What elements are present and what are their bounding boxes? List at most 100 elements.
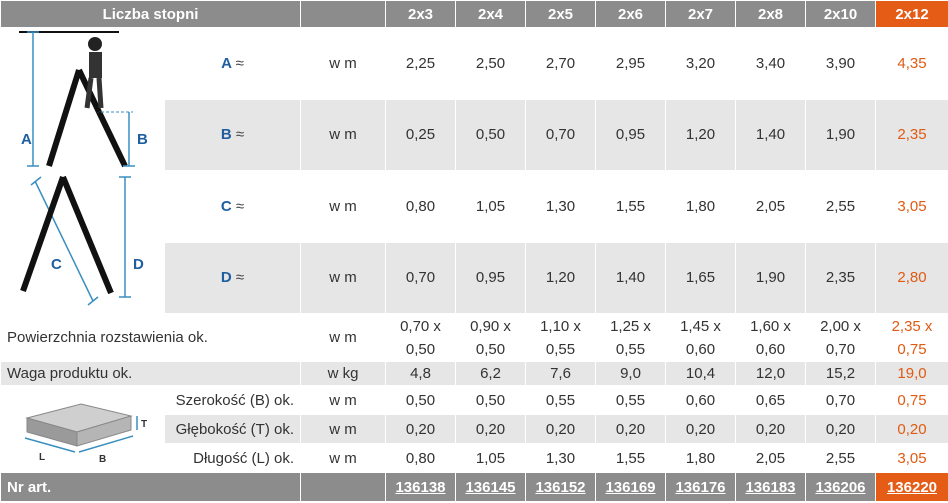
dim-b-value: 0,70 [525, 98, 596, 171]
dim-b-value: 0,25 [385, 98, 456, 171]
dim-label-d: D ≈ [164, 241, 301, 314]
size-2x12: 2x12 [875, 0, 948, 28]
package-width-value: 0,60 [665, 385, 736, 415]
header-row: Liczba stopni 2x3 2x4 2x5 2x6 2x7 2x8 2x… [0, 0, 948, 28]
dim-c-value: 1,80 [665, 170, 736, 243]
dim-row-a: A B A ≈ w m 2,25 2,50 2,70 2,95 3,20 3,4… [0, 27, 948, 171]
area-value: 1,25 x 0,55 [595, 313, 666, 362]
dim-c-value: 0,80 [385, 170, 456, 243]
dim-unit-a: w m [300, 27, 386, 100]
header-unit-blank [300, 0, 386, 28]
dim-unit-c: w m [300, 170, 386, 243]
package-width-value: 0,50 [455, 385, 526, 415]
weight-row: Waga produktu ok. w kg 4,8 6,2 7,6 9,0 1… [0, 361, 948, 386]
dim-c-value: 2,55 [805, 170, 876, 243]
weight-value-highlight: 19,0 [875, 361, 948, 386]
dim-a-value: 2,70 [525, 27, 596, 100]
package-length-value: 1,05 [455, 443, 526, 473]
ladder-closed-illustration: C D [0, 170, 165, 314]
article-link[interactable]: 136169 [595, 472, 666, 502]
dim-label-a: A ≈ [164, 27, 301, 100]
package-label-length: Długość (L) ok. [164, 443, 301, 473]
package-width-value: 0,50 [385, 385, 456, 415]
package-width-value: 0,65 [735, 385, 806, 415]
dim-row-b: B ≈ w m 0,25 0,50 0,70 0,95 1,20 1,40 1,… [1, 98, 948, 171]
dim-label-b: B ≈ [164, 98, 301, 171]
dim-row-c: C D C ≈ w m 0,80 1,05 1,30 1,55 1,80 2,0… [0, 170, 948, 314]
package-unit-depth: w m [300, 414, 386, 444]
dim-b-value: 1,20 [665, 98, 736, 171]
size-2x10: 2x10 [805, 0, 876, 28]
dim-unit-d: w m [300, 241, 386, 314]
package-row-length: Długość (L) ok. w m 0,80 1,05 1,30 1,55 … [1, 443, 948, 473]
package-row-depth: Głębokość (T) ok. w m 0,20 0,20 0,20 0,2… [1, 414, 948, 444]
dim-d-value: 0,70 [385, 241, 456, 314]
dim-b-value: 1,40 [735, 98, 806, 171]
weight-unit: w kg [300, 361, 386, 386]
diagram-label-d: D [133, 256, 144, 273]
article-link[interactable]: 136183 [735, 472, 806, 502]
box-label-b: B [99, 454, 106, 465]
dim-c-value: 1,55 [595, 170, 666, 243]
weight-value: 15,2 [805, 361, 876, 386]
area-value: 1,45 x 0,60 [665, 313, 736, 362]
dim-b-value: 0,50 [455, 98, 526, 171]
dim-a-value: 2,25 [385, 27, 456, 100]
package-depth-value: 0,20 [455, 414, 526, 444]
package-label-depth: Głębokość (T) ok. [164, 414, 301, 444]
package-length-value: 2,55 [805, 443, 876, 473]
package-width-value: 0,55 [525, 385, 596, 415]
dim-d-value-highlight: 2,80 [875, 241, 948, 314]
dim-b-value: 1,90 [805, 98, 876, 171]
package-length-value: 1,55 [595, 443, 666, 473]
package-length-value-highlight: 3,05 [875, 443, 948, 473]
size-2x6: 2x6 [595, 0, 666, 28]
area-value: 1,10 x 0,55 [525, 313, 596, 362]
dim-a-value-highlight: 4,35 [875, 27, 948, 100]
dim-c-value: 1,30 [525, 170, 596, 243]
size-2x7: 2x7 [665, 0, 736, 28]
package-length-value: 1,30 [525, 443, 596, 473]
header-title: Liczba stopni [0, 0, 301, 28]
weight-value: 6,2 [455, 361, 526, 386]
dim-d-value: 2,35 [805, 241, 876, 314]
article-unit-blank [300, 472, 386, 502]
size-2x8: 2x8 [735, 0, 806, 28]
package-depth-value: 0,20 [805, 414, 876, 444]
package-unit-length: w m [300, 443, 386, 473]
weight-value: 10,4 [665, 361, 736, 386]
dim-a-value: 3,20 [665, 27, 736, 100]
article-link[interactable]: 136145 [455, 472, 526, 502]
package-label-width: Szerokość (B) ok. [164, 385, 301, 415]
dim-d-value: 1,20 [525, 241, 596, 314]
article-link-highlight[interactable]: 136220 [875, 472, 948, 502]
package-depth-value: 0,20 [595, 414, 666, 444]
box-label-l: L [39, 452, 45, 463]
diagram-label-b: B [137, 131, 148, 148]
article-link[interactable]: 136152 [525, 472, 596, 502]
area-value: 2,00 x 0,70 [805, 313, 876, 362]
package-depth-value: 0,20 [525, 414, 596, 444]
article-link[interactable]: 136206 [805, 472, 876, 502]
package-row-width: T L B Szerokość (B) ok. w m 0,50 0,50 0,… [0, 385, 948, 473]
dim-a-value: 3,40 [735, 27, 806, 100]
package-depth-value: 0,20 [665, 414, 736, 444]
article-link[interactable]: 136138 [385, 472, 456, 502]
diagram-label-c: C [51, 256, 62, 273]
dim-c-value-highlight: 3,05 [875, 170, 948, 243]
article-link[interactable]: 136176 [665, 472, 736, 502]
package-box-icon: T L B [24, 403, 147, 465]
weight-value: 9,0 [595, 361, 666, 386]
package-length-value: 0,80 [385, 443, 456, 473]
size-2x3: 2x3 [385, 0, 456, 28]
dim-d-value: 1,65 [665, 241, 736, 314]
area-value-highlight: 2,35 x 0,75 [875, 313, 948, 362]
size-2x4: 2x4 [455, 0, 526, 28]
dim-a-value: 2,95 [595, 27, 666, 100]
package-illustration: T L B [0, 385, 165, 473]
dim-b-value-highlight: 2,35 [875, 98, 948, 171]
ladder-closed-icon: C D [20, 175, 144, 306]
package-unit-width: w m [300, 385, 386, 415]
area-value: 0,70 x 0,50 [385, 313, 456, 362]
